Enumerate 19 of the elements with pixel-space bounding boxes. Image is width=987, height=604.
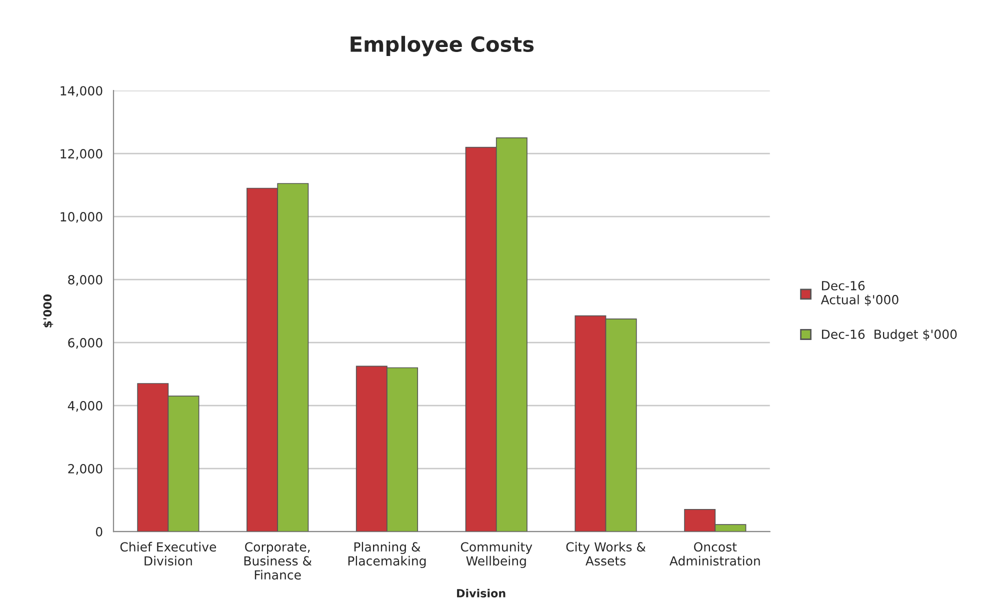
y-tick-label: 12,000	[60, 149, 102, 160]
legend-label: Dec-16 Budget $'000	[822, 329, 957, 342]
x-axis-title: Division	[457, 588, 506, 598]
y-tick-label: 4,000	[68, 401, 102, 412]
y-tick-label: 0	[96, 526, 102, 536]
x-tick-label: Planning & Placemaking	[348, 542, 426, 568]
x-tick-label: Oncost Administration	[670, 542, 760, 566]
x-tick-label: Corporate, Business & Finance	[244, 542, 312, 580]
y-tick-label: 6,000	[68, 338, 102, 349]
x-tick-label: Community Wellbeing	[460, 542, 532, 568]
x-tick-label: Chief Executive Division	[120, 542, 216, 566]
x-tick-label: City Works & Assets	[566, 542, 646, 566]
y-tick-label: 10,000	[60, 212, 102, 223]
y-tick-label: 2,000	[68, 464, 102, 475]
chart-title: Employee Costs	[350, 36, 534, 56]
legend-label: Dec-16 Actual $'000	[820, 280, 898, 306]
y-tick-label: 14,000	[60, 86, 102, 97]
y-axis-title: $'000	[43, 294, 54, 328]
y-tick-label: 8,000	[68, 275, 102, 286]
